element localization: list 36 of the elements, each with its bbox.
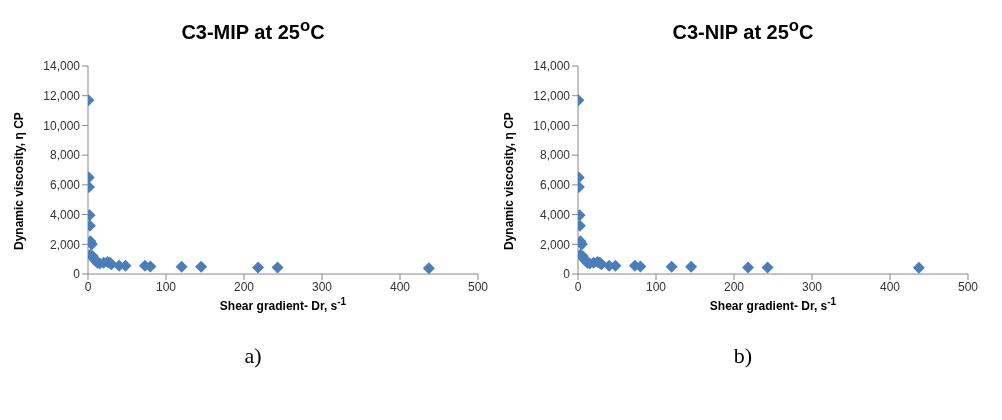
y-tick-label: 4,000 (539, 207, 571, 222)
x-tick-label: 300 (801, 279, 823, 294)
y-tick-label: 6,000 (539, 178, 571, 193)
chart-title: C3-NIP at 25$^{o}$C (671, 15, 815, 45)
y-tick-label: 6,000 (49, 178, 81, 193)
y-tick-label: 10,000 (533, 118, 571, 133)
y-tick-label: 4,000 (49, 207, 81, 222)
y-axis-title: Dynamic viscosity, η CP (12, 112, 27, 250)
y-tick-label: 0 (563, 267, 571, 282)
y-tick-label: 14,000 (533, 59, 571, 74)
text: a) (243, 343, 263, 369)
y-tick-label: 2,000 (49, 237, 81, 252)
y-tick-label: 14,000 (43, 59, 81, 74)
x-tick-label: 400 (879, 279, 901, 294)
x-tick-label: 0 (574, 279, 582, 294)
chart-title: C3-MIP at 25$^{o}$C (180, 15, 326, 45)
x-tick-label: 200 (723, 279, 745, 294)
text: b) (732, 343, 754, 369)
x-tick-label: 100 (645, 279, 667, 294)
y-tick-label: 10,000 (43, 118, 81, 133)
x-tick-label: 500 (467, 279, 489, 294)
x-tick-label: 200 (233, 279, 255, 294)
y-tick-label: 8,000 (49, 148, 81, 163)
y-tick-label: 8,000 (539, 148, 571, 163)
y-tick-label: 0 (73, 267, 81, 282)
x-tick-label: 500 (957, 279, 979, 294)
x-tick-label: 0 (84, 279, 92, 294)
y-tick-label: 2,000 (539, 237, 571, 252)
y-tick-label: 12,000 (43, 88, 81, 103)
x-tick-label: 300 (311, 279, 333, 294)
x-tick-label: 400 (389, 279, 411, 294)
x-axis-title: Shear gradient- Dr, s$^{-1}$ (218, 296, 348, 313)
y-axis-title: Dynamic viscosity, η CP (502, 112, 517, 250)
y-tick-label: 12,000 (533, 88, 571, 103)
x-tick-label: 100 (155, 279, 177, 294)
x-axis-title: Shear gradient- Dr, s$^{-1}$ (708, 296, 838, 313)
